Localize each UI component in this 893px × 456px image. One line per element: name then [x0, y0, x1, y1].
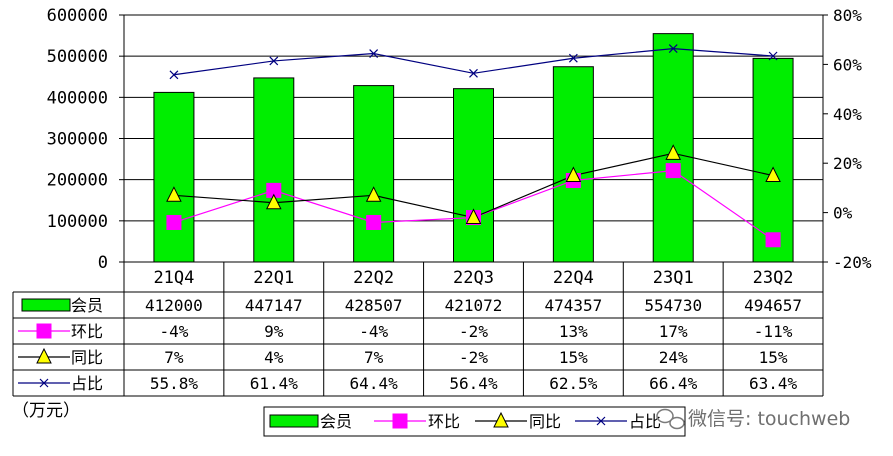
table-cell: -11%	[754, 322, 793, 341]
wechat-icon-bubble	[670, 418, 684, 429]
table-cell: 7%	[164, 348, 184, 367]
bars	[154, 34, 793, 262]
legend-key	[270, 415, 318, 427]
table-cell: 412000	[145, 296, 203, 315]
left-tick-label: 0	[98, 253, 108, 273]
row-label: 占比	[71, 374, 103, 393]
table-cell: 55.8%	[150, 374, 199, 393]
table-cell: 428507	[345, 296, 403, 315]
watermark-text: 微信号: touchweb	[688, 408, 850, 430]
table-cell: 474357	[544, 296, 602, 315]
row-label: 环比	[71, 322, 103, 341]
table-cell: 4%	[264, 348, 284, 367]
table-cell: -2%	[459, 348, 488, 367]
left-tick-label: 600000	[47, 6, 108, 26]
left-tick-label: 500000	[47, 47, 108, 67]
category-label: 22Q3	[453, 268, 494, 288]
table-cell: 554730	[644, 296, 702, 315]
row-key-marker	[37, 324, 51, 338]
table-cell: 66.4%	[649, 374, 698, 393]
data-point	[167, 215, 181, 229]
table-cell: -4%	[159, 322, 188, 341]
table-cell: 494657	[744, 296, 802, 315]
legend-label: 会员	[320, 412, 352, 431]
table-cell: 9%	[264, 322, 284, 341]
table-cell: 421072	[445, 296, 503, 315]
data-point	[367, 215, 381, 229]
row-label: 同比	[71, 348, 103, 367]
table-cell: -4%	[359, 322, 388, 341]
table-cell: 24%	[659, 348, 688, 367]
category-label: 21Q4	[153, 268, 194, 288]
table-cell: 447147	[245, 296, 303, 315]
right-tick-label: 40%	[833, 105, 862, 124]
right-tick-label: 0%	[833, 204, 853, 223]
bar	[454, 89, 494, 262]
data-point	[666, 164, 680, 178]
left-tick-label: 200000	[47, 171, 108, 191]
bar	[553, 67, 593, 262]
data-point	[766, 233, 780, 247]
left-tick-label: 400000	[47, 88, 108, 108]
legend-label: 占比	[629, 412, 661, 431]
category-label: 22Q1	[253, 268, 294, 288]
table-cell: 7%	[364, 348, 384, 367]
right-tick-label: 60%	[833, 55, 862, 74]
bar	[154, 92, 194, 262]
table-cell: 56.4%	[449, 374, 498, 393]
data-table: 21Q4 22Q1 22Q2 22Q3 22Q4 23Q1 23Q2 会员 412000 4471…	[13, 262, 823, 396]
table-cell: 15%	[759, 348, 788, 367]
unit-label: （万元）	[12, 401, 80, 421]
category-label: 22Q4	[553, 268, 594, 288]
table-cell: -2%	[459, 322, 488, 341]
left-tick-label: 100000	[47, 212, 108, 232]
right-tick-label: 80%	[833, 6, 862, 25]
table-cell: 62.5%	[549, 374, 598, 393]
left-tick-label: 300000	[47, 130, 108, 150]
table-cell: 13%	[559, 322, 588, 341]
legend: 会员 环比 同比 占比	[264, 407, 685, 436]
table-cell: 61.4%	[250, 374, 299, 393]
table-cell: 15%	[559, 348, 588, 367]
right-tick-label: 20%	[833, 154, 862, 173]
bar	[354, 86, 394, 262]
legend-label: 同比	[529, 412, 561, 431]
chart: 0 100000 200000 300000 400000 500000 600000 -20…	[0, 0, 893, 456]
row-key	[22, 299, 70, 311]
category-label: 23Q1	[653, 268, 694, 288]
bar	[753, 58, 793, 262]
table-cell: 17%	[659, 322, 688, 341]
category-label: 22Q2	[353, 268, 394, 288]
right-tick-label: -20%	[833, 253, 872, 272]
table-cell: 64.4%	[350, 374, 399, 393]
legend-key-marker	[393, 414, 407, 428]
bar	[254, 78, 294, 262]
watermark: 微信号: touchweb	[657, 408, 850, 430]
row-label: 会员	[71, 296, 103, 315]
legend-label: 环比	[428, 412, 460, 431]
table-cell: 63.4%	[749, 374, 798, 393]
row-key-marker	[37, 349, 51, 363]
category-label: 23Q2	[753, 268, 794, 288]
